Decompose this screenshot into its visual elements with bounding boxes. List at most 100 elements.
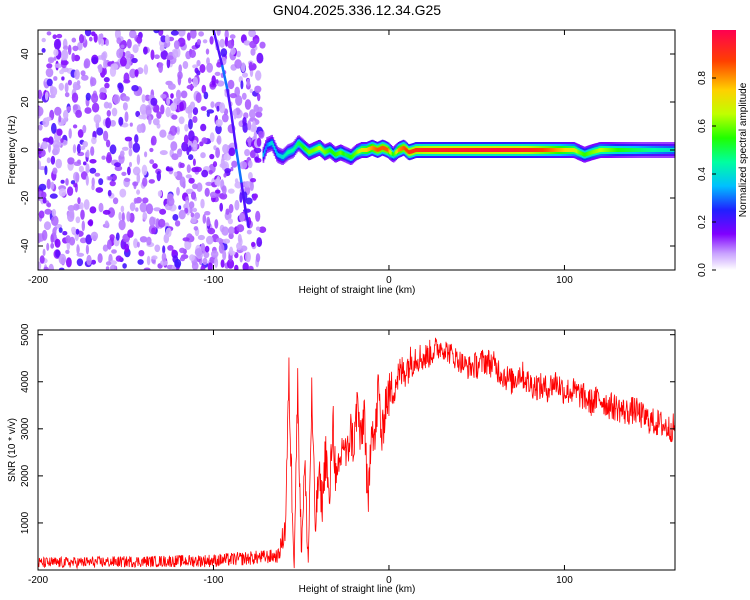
signal-trace-cell bbox=[262, 152, 265, 157]
noise-speckle bbox=[173, 171, 178, 177]
noise-speckle bbox=[65, 249, 70, 254]
signal-trace-cell bbox=[591, 150, 594, 155]
noise-speckle bbox=[255, 70, 262, 81]
noise-speckle bbox=[58, 253, 67, 265]
noise-speckle bbox=[221, 226, 229, 236]
signal-trace-cell bbox=[295, 143, 298, 148]
noise-speckle bbox=[121, 146, 129, 151]
signal-trace-cell bbox=[462, 148, 465, 152]
signal-trace-cell bbox=[284, 152, 287, 157]
signal-trace-cell bbox=[492, 148, 495, 152]
noise-speckle bbox=[116, 48, 123, 59]
noise-speckle bbox=[256, 137, 262, 147]
signal-trace-cell bbox=[505, 148, 508, 152]
noise-speckle bbox=[224, 168, 232, 174]
noise-speckle bbox=[170, 141, 178, 151]
noise-speckle bbox=[93, 114, 102, 124]
signal-trace-cell bbox=[451, 148, 454, 152]
snr-ytick-label: 4000 bbox=[20, 370, 31, 393]
noise-speckle bbox=[132, 44, 139, 54]
noise-speckle bbox=[225, 208, 230, 215]
noise-speckle bbox=[42, 137, 51, 143]
noise-speckle bbox=[223, 173, 227, 178]
signal-trace-cell bbox=[631, 148, 633, 152]
noise-speckle bbox=[42, 248, 46, 256]
signal-trace-cell bbox=[589, 150, 592, 155]
noise-speckle bbox=[254, 85, 262, 94]
signal-trace-cell bbox=[362, 148, 364, 152]
noise-speckle bbox=[85, 234, 92, 245]
signal-trace-cell bbox=[622, 148, 625, 152]
spectrogram-ytick-label: -40 bbox=[20, 238, 31, 253]
noise-speckle bbox=[138, 114, 146, 120]
noise-speckle bbox=[80, 70, 86, 76]
noise-speckle bbox=[209, 132, 215, 143]
noise-speckle bbox=[77, 129, 84, 138]
signal-trace-cell bbox=[293, 146, 296, 151]
signal-trace-cell bbox=[606, 148, 609, 152]
noise-speckle bbox=[160, 259, 168, 266]
noise-speckle bbox=[190, 212, 195, 218]
signal-trace-cell bbox=[460, 148, 463, 152]
signal-trace-cell bbox=[309, 149, 311, 154]
noise-speckle bbox=[105, 154, 113, 164]
noise-speckle bbox=[60, 138, 64, 143]
noise-speckle bbox=[213, 145, 217, 151]
noise-speckle bbox=[126, 38, 132, 49]
noise-speckle bbox=[214, 219, 219, 229]
noise-speckle bbox=[136, 154, 141, 166]
signal-trace-cell bbox=[477, 148, 480, 152]
noise-speckle bbox=[242, 262, 249, 270]
signal-trace-cell bbox=[645, 148, 648, 152]
noise-speckle bbox=[160, 93, 167, 99]
signal-trace-cell bbox=[532, 148, 535, 152]
noise-speckle bbox=[220, 259, 225, 268]
noise-speckle bbox=[218, 243, 225, 254]
noise-speckle bbox=[136, 172, 141, 184]
noise-speckle bbox=[55, 158, 62, 169]
signal-trace-cell bbox=[390, 150, 393, 155]
noise-speckle bbox=[200, 106, 207, 111]
noise-speckle bbox=[139, 104, 148, 115]
noise-speckle bbox=[160, 35, 167, 43]
signal-trace-cell bbox=[395, 150, 397, 155]
noise-speckle bbox=[206, 62, 214, 73]
noise-speckle bbox=[129, 68, 137, 79]
noise-speckle bbox=[93, 33, 98, 43]
noise-speckle bbox=[219, 192, 228, 200]
noise-speckle bbox=[189, 49, 197, 58]
signal-trace-cell bbox=[450, 148, 453, 152]
spectrogram-content bbox=[38, 30, 675, 270]
figure-title: GN04.2025.336.12.34.G25 bbox=[273, 2, 441, 18]
noise-speckle bbox=[166, 196, 175, 207]
noise-speckle bbox=[222, 238, 231, 244]
noise-speckle bbox=[172, 49, 179, 59]
signal-trace-cell bbox=[526, 148, 529, 152]
noise-speckle bbox=[71, 52, 76, 63]
noise-speckle bbox=[53, 76, 58, 81]
signal-trace-cell bbox=[315, 147, 318, 152]
noise-speckle bbox=[107, 189, 112, 197]
signal-trace-cell bbox=[648, 148, 651, 152]
signal-trace-cell bbox=[389, 149, 391, 154]
signal-trace-cell bbox=[551, 148, 553, 152]
noise-speckle bbox=[220, 48, 228, 58]
noise-speckle bbox=[109, 144, 117, 155]
noise-speckle bbox=[166, 58, 171, 69]
noise-speckle bbox=[82, 141, 88, 148]
signal-trace-cell bbox=[266, 143, 268, 148]
noise-speckle bbox=[53, 144, 60, 156]
noise-speckle bbox=[177, 30, 186, 37]
signal-trace-cell bbox=[550, 148, 552, 152]
noise-speckle bbox=[53, 226, 58, 231]
noise-speckle bbox=[89, 159, 97, 164]
noise-speckle bbox=[237, 233, 242, 244]
signal-trace-cell bbox=[294, 145, 297, 150]
signal-trace-cell bbox=[491, 148, 493, 152]
signal-trace-cell bbox=[558, 148, 561, 152]
signal-trace-cell bbox=[519, 148, 522, 152]
signal-trace-cell bbox=[394, 151, 396, 156]
noise-speckle bbox=[80, 146, 86, 150]
colorbar-tick-label: 0.8 bbox=[697, 71, 708, 85]
signal-trace-cell bbox=[419, 148, 422, 152]
